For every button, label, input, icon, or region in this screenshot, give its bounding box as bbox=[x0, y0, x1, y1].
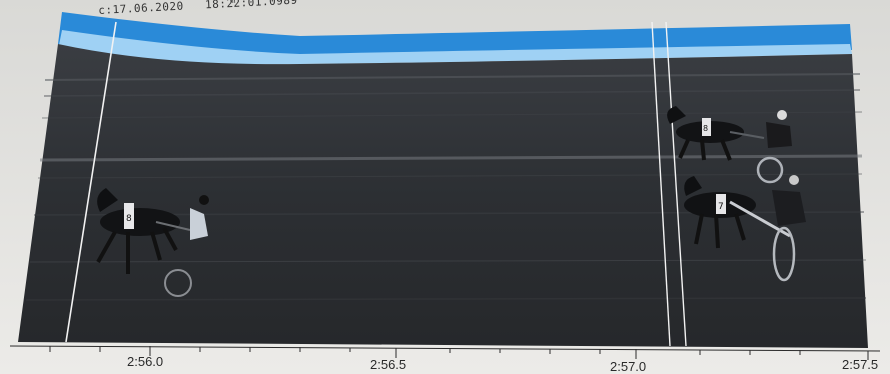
axis-tick-label: 2:56.0 bbox=[127, 354, 164, 369]
horse-sulky-trailing: 8 bbox=[96, 188, 209, 297]
finish-line-1 bbox=[651, 21, 671, 347]
horse-sulky-second: 7 bbox=[684, 175, 806, 282]
time-axis bbox=[9, 345, 881, 352]
track-surface bbox=[18, 44, 868, 348]
track-streaks bbox=[25, 73, 867, 301]
axis-ticks bbox=[49, 346, 869, 360]
axis-tick-label: 2:57.5 bbox=[842, 357, 879, 372]
horse-sulky-leader: 8 bbox=[667, 106, 792, 184]
second-saddle-number: 7 bbox=[718, 202, 724, 212]
trailing-saddle-number: 8 bbox=[126, 214, 132, 224]
axis-tick-label: 2:56.5 bbox=[370, 357, 407, 372]
reference-line-left bbox=[65, 21, 117, 343]
finish-line-2 bbox=[665, 21, 687, 347]
leader-saddle-number: 8 bbox=[703, 124, 708, 133]
axis-tick-label: 2:57.0 bbox=[610, 359, 647, 374]
